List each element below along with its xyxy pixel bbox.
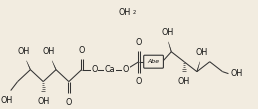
Text: O: O bbox=[123, 65, 129, 74]
Text: OH: OH bbox=[119, 8, 131, 17]
Polygon shape bbox=[197, 62, 200, 72]
Text: OH: OH bbox=[17, 47, 30, 56]
Text: O: O bbox=[78, 46, 85, 55]
Text: OH: OH bbox=[196, 48, 208, 57]
Text: OH: OH bbox=[37, 97, 49, 106]
Text: OH: OH bbox=[178, 77, 190, 86]
Text: O: O bbox=[136, 38, 142, 47]
Text: O: O bbox=[136, 77, 142, 86]
Text: OH: OH bbox=[1, 95, 13, 105]
Text: OH: OH bbox=[230, 69, 243, 78]
Polygon shape bbox=[52, 61, 56, 70]
Text: 2: 2 bbox=[132, 10, 136, 15]
Text: OH: OH bbox=[43, 47, 55, 56]
Text: Abe: Abe bbox=[148, 59, 160, 64]
Text: Ca: Ca bbox=[105, 65, 116, 74]
Polygon shape bbox=[27, 61, 31, 70]
Text: O: O bbox=[66, 98, 72, 106]
FancyBboxPatch shape bbox=[144, 55, 163, 68]
Polygon shape bbox=[168, 42, 172, 52]
Text: OH: OH bbox=[161, 28, 173, 37]
Text: O: O bbox=[91, 65, 98, 74]
